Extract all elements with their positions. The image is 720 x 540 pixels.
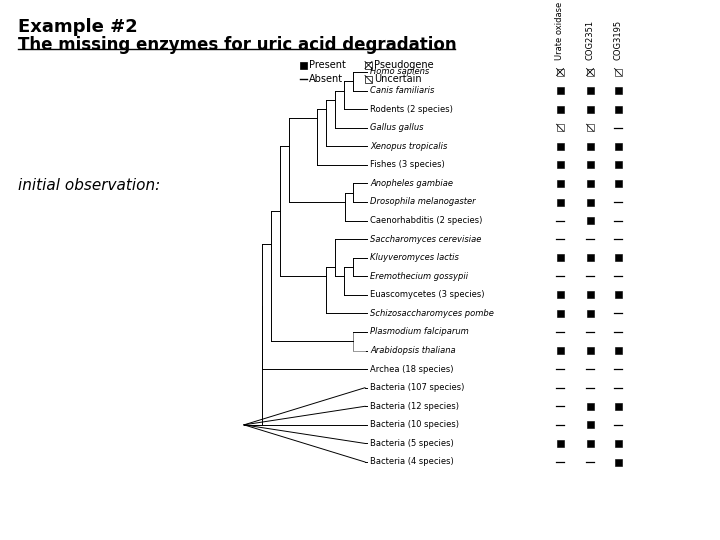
Text: Fishes (3 species): Fishes (3 species)	[370, 160, 445, 170]
Bar	[614, 458, 621, 465]
Bar	[587, 69, 593, 76]
Text: Drosophila melanogaster: Drosophila melanogaster	[370, 198, 476, 206]
Text: Present: Present	[309, 60, 346, 70]
Bar	[614, 87, 621, 94]
Bar	[614, 143, 621, 150]
Text: COG3195: COG3195	[613, 20, 623, 60]
Bar	[557, 87, 564, 94]
Bar	[557, 180, 564, 187]
Text: Urate oxidase: Urate oxidase	[556, 2, 564, 60]
Bar	[587, 347, 593, 354]
Bar	[587, 180, 593, 187]
Bar	[557, 143, 564, 150]
Text: Xenopus tropicalis: Xenopus tropicalis	[370, 142, 447, 151]
Bar	[587, 161, 593, 168]
Bar	[614, 254, 621, 261]
Bar	[587, 143, 593, 150]
Text: Bacteria (107 species): Bacteria (107 species)	[370, 383, 464, 392]
Text: Pseudogene: Pseudogene	[374, 60, 433, 70]
Bar	[587, 292, 593, 299]
Bar	[557, 310, 564, 317]
Bar	[365, 76, 372, 83]
Text: Uncertain: Uncertain	[374, 74, 422, 84]
Text: The missing enzymes for uric acid degradation: The missing enzymes for uric acid degrad…	[18, 36, 456, 54]
Bar	[557, 106, 564, 113]
Text: Bacteria (4 species): Bacteria (4 species)	[370, 457, 454, 467]
Text: Canis familiaris: Canis familiaris	[370, 86, 434, 95]
Bar	[587, 199, 593, 206]
Bar	[614, 292, 621, 299]
Bar	[557, 292, 564, 299]
Text: Archea (18 species): Archea (18 species)	[370, 364, 454, 374]
Bar	[587, 106, 593, 113]
Text: Rodents (2 species): Rodents (2 species)	[370, 105, 453, 113]
Bar	[614, 180, 621, 187]
Text: Bacteria (10 species): Bacteria (10 species)	[370, 420, 459, 429]
Bar	[557, 199, 564, 206]
Text: Bacteria (5 species): Bacteria (5 species)	[370, 439, 454, 448]
Bar	[557, 254, 564, 261]
Bar	[614, 403, 621, 410]
Text: Anopheles gambiae: Anopheles gambiae	[370, 179, 453, 188]
Text: Schizosaccharomyces pombe: Schizosaccharomyces pombe	[370, 309, 494, 318]
Bar	[365, 62, 372, 69]
Text: Kluyveromyces lactis: Kluyveromyces lactis	[370, 253, 459, 262]
Text: Eremothecium gossypii: Eremothecium gossypii	[370, 272, 468, 281]
Text: Homo sapiens: Homo sapiens	[370, 68, 429, 77]
Bar	[614, 440, 621, 447]
Bar	[587, 440, 593, 447]
Bar	[587, 421, 593, 428]
Bar	[587, 254, 593, 261]
Text: Bacteria (12 species): Bacteria (12 species)	[370, 402, 459, 411]
Text: initial observation:: initial observation:	[18, 178, 161, 192]
Bar	[587, 87, 593, 94]
Bar	[587, 124, 593, 131]
Text: Absent: Absent	[309, 74, 343, 84]
Text: Example #2: Example #2	[18, 18, 138, 36]
Bar	[557, 440, 564, 447]
Bar	[587, 310, 593, 317]
Bar	[587, 217, 593, 224]
Bar	[557, 347, 564, 354]
Bar	[587, 403, 593, 410]
Text: COG2351: COG2351	[585, 20, 595, 60]
Bar	[614, 106, 621, 113]
Bar	[614, 161, 621, 168]
Bar	[557, 124, 564, 131]
Text: Arabidopsis thaliana: Arabidopsis thaliana	[370, 346, 456, 355]
Bar	[300, 62, 307, 69]
Text: Plasmodium falciparum: Plasmodium falciparum	[370, 327, 469, 336]
Bar	[557, 161, 564, 168]
Bar	[614, 69, 621, 76]
Text: Saccharomyces cerevisiae: Saccharomyces cerevisiae	[370, 235, 482, 244]
Text: Caenorhabditis (2 species): Caenorhabditis (2 species)	[370, 216, 482, 225]
Text: Euascomycetes (3 species): Euascomycetes (3 species)	[370, 291, 485, 299]
Text: Gallus gallus: Gallus gallus	[370, 123, 423, 132]
Bar	[557, 69, 564, 76]
Bar	[614, 347, 621, 354]
